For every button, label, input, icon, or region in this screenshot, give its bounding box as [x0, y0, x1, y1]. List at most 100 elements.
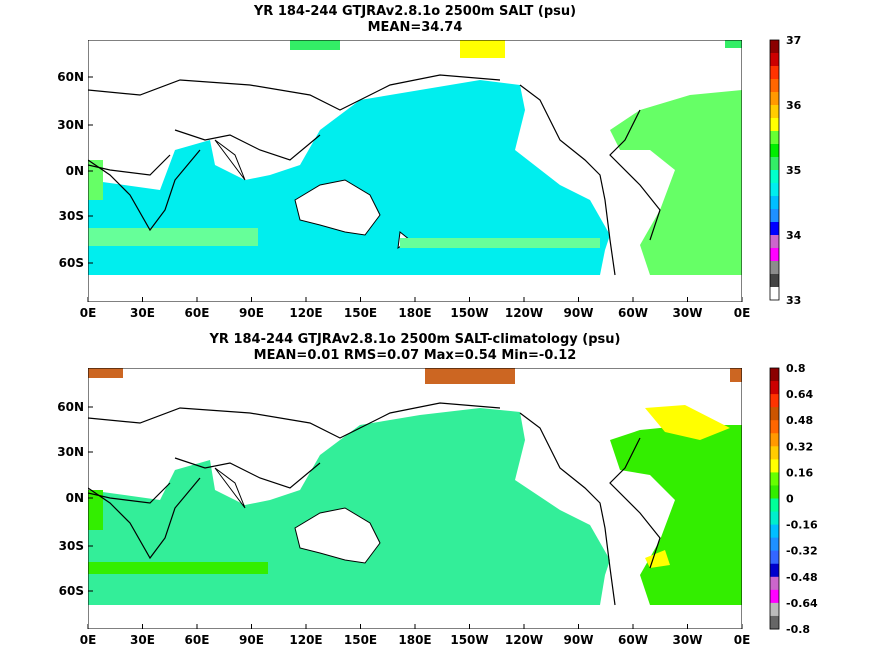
top-x-tick-label: 120E [289, 306, 322, 320]
bottom-anomaly-map [88, 368, 742, 629]
bottom-colorbar-label: 0 [786, 493, 794, 506]
axes-layer: 0E 30E 60E 90E 120E 150E 180E 150W 120W 90W 60W 30W… [57, 70, 750, 647]
top-arctic-green-right [725, 40, 742, 48]
top-atlantic-ocean [610, 90, 742, 275]
bottom-atlantic-west-strip [88, 490, 103, 530]
bottom-colorbar-label: -0.32 [786, 545, 818, 558]
top-y-tick-label: 0N [66, 164, 84, 178]
bottom-colorbar-swatch [770, 537, 779, 552]
bottom-x-tick-label: 180E [398, 633, 431, 647]
top-x-tick-label: 180E [398, 306, 431, 320]
top-america-coast [519, 84, 661, 276]
bottom-colorbar-label: -0.64 [786, 597, 818, 610]
top-x-tick-label: 90W [564, 306, 594, 320]
bottom-map-subtitle: MEAN=0.01 RMS=0.07 Max=0.54 Min=-0.12 [253, 348, 577, 363]
bottom-australia-land [294, 507, 381, 564]
top-colorbar-label: 34 [786, 229, 802, 242]
bottom-x-tick-label: 60E [185, 633, 210, 647]
top-colorbar-frame [769, 39, 780, 301]
bottom-x-tick-label: 120E [289, 633, 322, 647]
bottom-atlantic [610, 425, 742, 605]
bottom-colorbar-swatch [770, 563, 779, 578]
bottom-x-tick-label: 60W [618, 633, 648, 647]
top-x-tick-label: 30E [130, 306, 155, 320]
bottom-colorbar-label: 0.32 [786, 440, 813, 453]
bottom-x-tick-label: 0E [734, 633, 751, 647]
bottom-colorbar-label: -0.48 [786, 571, 818, 584]
bottom-india-land [214, 467, 246, 509]
bottom-colorbar-label: 0.16 [786, 466, 813, 479]
top-y-tick-label: 60S [59, 256, 84, 270]
top-colorbar-swatch [770, 144, 779, 158]
top-x-tick-label: 150W [450, 306, 488, 320]
top-x-tick-label: 120W [505, 306, 543, 320]
top-x-tick-label: 0E [80, 306, 97, 320]
bottom-colorbar-swatch [770, 407, 779, 421]
bottom-y-tick-label: 0N [66, 491, 84, 505]
top-southern-band [88, 228, 258, 246]
colorbars-layer: 37 36 35 34 33 0.8 0.64 0.48 0.32 0.16 0 -0.16 -0.32… [769, 34, 818, 636]
top-colorbar-swatch [770, 287, 779, 301]
top-colorbar-swatch [770, 274, 779, 288]
top-colorbar-swatch [770, 196, 779, 210]
bottom-x-tick-label: 30E [130, 633, 155, 647]
top-arctic-yellow [460, 40, 505, 58]
bottom-colorbar-swatch [770, 589, 779, 604]
bottom-x-tick-label: 120W [505, 633, 543, 647]
bottom-colorbar-swatch [770, 550, 779, 565]
bottom-colorbar-swatch [770, 446, 779, 460]
top-y-tick-label: 30S [59, 209, 84, 223]
top-x-tick-label: 90E [239, 306, 264, 320]
top-salinity-map [88, 40, 742, 302]
bottom-colorbar-frame [769, 367, 780, 630]
bottom-x-tick-label: 0E [80, 633, 97, 647]
top-colorbar-swatch [770, 79, 779, 93]
top-pacific-indian-ocean [88, 80, 610, 275]
bottom-colorbar-swatch [770, 459, 779, 473]
top-colorbar-swatch [770, 40, 779, 54]
top-x-tick-label: 60W [618, 306, 648, 320]
top-map-subtitle: MEAN=34.74 [367, 20, 463, 35]
bottom-x-tick-label: 90E [239, 633, 264, 647]
top-colorbar-swatch [770, 248, 779, 262]
bottom-x-tick-label: 150E [344, 633, 377, 647]
top-colorbar-label: 36 [786, 99, 802, 112]
top-colorbar-label: 35 [786, 164, 801, 177]
bottom-america-coast [519, 412, 661, 606]
top-x-tick-label: 60E [185, 306, 210, 320]
top-colorbar-swatch [770, 157, 779, 171]
top-y-tick-label: 30N [57, 118, 84, 132]
top-colorbar-swatch [770, 209, 779, 223]
top-colorbar-swatch [770, 261, 779, 275]
top-colorbar-swatch [770, 118, 779, 132]
top-x-tick-label: 30W [673, 306, 703, 320]
bottom-colorbar-swatch [770, 524, 779, 539]
bottom-colorbar-swatch [770, 381, 779, 395]
bottom-colorbar-swatch [770, 472, 779, 486]
top-colorbar-swatch [770, 170, 779, 184]
top-map-title: YR 184-244 GTJRAv2.8.1o 2500m SALT (psu) [253, 4, 577, 19]
bottom-map-title: YR 184-244 GTJRAv2.8.1o 2500m SALT-clima… [209, 332, 621, 347]
top-southern-band-2 [400, 238, 600, 248]
top-australia-land [294, 179, 381, 236]
bottom-x-tick-label: 30W [673, 633, 703, 647]
bottom-y-tick-label: 30N [57, 445, 84, 459]
top-colorbar-swatch [770, 53, 779, 67]
bottom-colorbar-label: -0.16 [786, 519, 818, 532]
top-y-tick-label: 60N [57, 70, 84, 84]
bottom-colorbar-swatch [770, 602, 779, 617]
top-colorbar-label: 37 [786, 34, 801, 47]
bottom-x-tick-label: 150W [450, 633, 488, 647]
top-colorbar-swatch [770, 235, 779, 249]
bottom-colorbar-label: 0.8 [786, 362, 806, 375]
bottom-x-tick-label: 90W [564, 633, 594, 647]
bottom-colorbar-swatch [770, 433, 779, 447]
top-colorbar-swatch [770, 183, 779, 197]
top-x-tick-label: 150E [344, 306, 377, 320]
top-africa-coast [88, 149, 201, 232]
bottom-colorbar-swatch [770, 368, 779, 382]
bottom-colorbar-swatch [770, 615, 779, 630]
bottom-labrador-yellow [645, 405, 730, 440]
bottom-colorbar-swatch [770, 485, 779, 499]
